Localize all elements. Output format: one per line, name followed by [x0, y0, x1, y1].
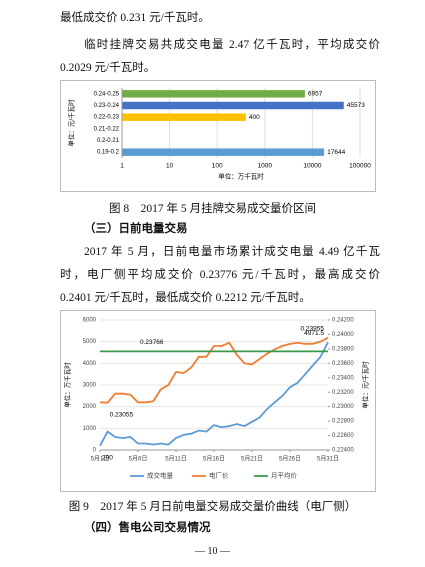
text-line: 0.2401 元/千瓦时，最低成交价 0.2212 元/千瓦时。: [60, 292, 311, 304]
y-tick-label: 4000: [83, 361, 97, 367]
caption: 图 9 2017 年 5 月日前电量交易成交量价曲线（电厂侧）: [68, 501, 357, 513]
x-tick-label: 5月31日: [317, 456, 339, 463]
data-label: 45573: [347, 102, 365, 109]
legend-label: 月平均价: [271, 471, 298, 480]
x-tick-label: 10: [166, 163, 174, 170]
data-label: 200: [102, 454, 113, 461]
page-number: — 10 —: [195, 546, 230, 557]
text-line: 最低成交价 0.231 元/千瓦时。: [60, 12, 210, 24]
x-tick-label: 5月16日: [203, 456, 225, 463]
legend-label: 成交电量: [147, 471, 174, 480]
heading: （三）日前电量交易: [84, 223, 188, 235]
y-tick-label: 0.19-0.2: [97, 150, 120, 156]
bar: [122, 148, 325, 156]
text-line: 2017 年 5 月，日前电量市场累计成交电量 4.49 亿千瓦: [84, 246, 380, 258]
data-label: 0.23955: [301, 325, 325, 332]
y2-tick-label: 0.23400: [332, 375, 354, 381]
y-tick-label: 3000: [83, 383, 97, 389]
y2-tick-label: 0.23200: [332, 390, 354, 396]
y-tick-label: 2000: [83, 404, 97, 410]
x-tick-label: 5月26日: [279, 456, 301, 463]
text-line: 0.2029 元/千瓦时。: [60, 62, 156, 74]
y-tick-label: 0: [93, 448, 97, 454]
y-axis-label: 单位：万千瓦时: [63, 362, 72, 408]
line-chart: 0 1000 2000 3000 4000 5000 6000 0.22400 0.22600 0…: [60, 310, 376, 492]
y2-tick-label: 0.23000: [332, 404, 354, 410]
data-label: 4971.5: [304, 330, 324, 337]
y2-tick-label: 0.22800: [332, 419, 354, 425]
chart-frame: [60, 80, 376, 192]
x-tick-label: 5月21日: [241, 456, 263, 463]
bar-chart: 1 10 100 1000 10000 100000 单位：万千瓦时 单位：元/千瓦时 0.24…: [60, 80, 376, 192]
y2-tick-label: 0.24000: [332, 332, 354, 338]
legend-label: 电厂价: [209, 471, 229, 480]
y-tick-label: 1000: [83, 426, 97, 432]
y-tick-label: 0.21-0.22: [94, 126, 120, 132]
series-line: [99, 336, 329, 404]
bar: [122, 101, 344, 110]
data-label: 6957: [308, 91, 323, 98]
y-tick-label: 0.24-0.25: [94, 91, 120, 97]
bar: [122, 113, 246, 121]
data-label: 400: [249, 114, 260, 121]
data-label: 0.23766: [140, 339, 164, 346]
x-tick-label: 10000: [303, 163, 321, 170]
y-tick-label: 0.22-0.23: [94, 115, 120, 121]
y-tick-label: 5000: [83, 339, 97, 345]
x-tick-label: 5月1日: [91, 456, 110, 463]
caption: 图 8 2017 年 5 月挂牌交易成交量价区间: [109, 203, 316, 215]
y-tick-label: 6000: [83, 318, 97, 324]
text-line: 时，电厂侧平均成交价 0.23776 元/千瓦时，最高成交价: [60, 269, 380, 281]
x-tick-label: 1000: [258, 163, 273, 170]
bar: [122, 90, 305, 98]
y2-axis-label: 单位：元/千瓦时: [361, 361, 370, 409]
x-axis-label: 单位：万千瓦时: [218, 172, 264, 181]
x-tick-label: 100000: [349, 163, 371, 170]
text-line: 临时挂牌交易共成交电量 2.47 亿千瓦时，平均成交价: [84, 39, 380, 51]
chart-frame: [60, 310, 376, 492]
series-line: [99, 341, 329, 447]
y-tick-label: 0.2-0.21: [97, 138, 120, 144]
x-tick-label: 5月6日: [129, 456, 148, 463]
y2-tick-label: 0.22400: [332, 448, 354, 454]
x-tick-label: 5月11日: [165, 456, 187, 463]
data-label: 17644: [327, 149, 345, 156]
y-axis-label: 单位：元/千瓦时: [67, 99, 76, 147]
x-tick-label: 1: [120, 163, 124, 170]
data-label: 0.23055: [110, 411, 134, 418]
y2-tick-label: 0.23800: [332, 346, 354, 352]
heading: （四）售电公司交易情况: [84, 522, 211, 534]
y-tick-label: 0.23-0.24: [94, 103, 120, 109]
y2-tick-label: 0.23600: [332, 361, 354, 367]
x-tick-label: 100: [212, 163, 223, 170]
y2-tick-label: 0.24200: [332, 318, 354, 324]
y2-tick-label: 0.22600: [332, 433, 354, 439]
